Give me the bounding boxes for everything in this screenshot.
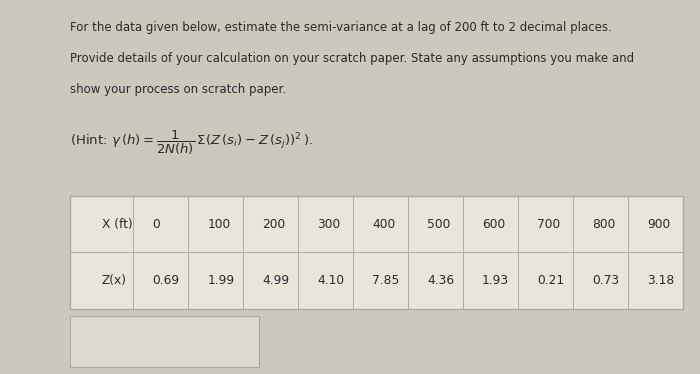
Text: 4.10: 4.10 xyxy=(317,274,344,287)
Text: 0: 0 xyxy=(152,218,160,231)
Text: 800: 800 xyxy=(592,218,615,231)
Text: 500: 500 xyxy=(427,218,450,231)
Text: 1.99: 1.99 xyxy=(207,274,234,287)
Text: 1.93: 1.93 xyxy=(482,274,509,287)
FancyBboxPatch shape xyxy=(70,196,682,309)
Text: For the data given below, estimate the semi-variance at a lag of 200 ft to 2 dec: For the data given below, estimate the s… xyxy=(70,21,612,34)
Text: 700: 700 xyxy=(537,218,560,231)
Text: Provide details of your calculation on your scratch paper. State any assumptions: Provide details of your calculation on y… xyxy=(70,52,634,65)
Text: 0.21: 0.21 xyxy=(537,274,564,287)
Text: 4.36: 4.36 xyxy=(427,274,454,287)
Text: 0.69: 0.69 xyxy=(152,274,179,287)
Text: 0.73: 0.73 xyxy=(592,274,619,287)
Text: (Hint: $\gamma\,(h) = \dfrac{1}{2N(h)}\,\Sigma(Z\,(s_i) - Z\,(s_j))^2\,$).: (Hint: $\gamma\,(h) = \dfrac{1}{2N(h)}\,… xyxy=(70,129,313,157)
Text: show your process on scratch paper.: show your process on scratch paper. xyxy=(70,83,286,96)
Text: X (ft): X (ft) xyxy=(102,218,132,231)
Text: 600: 600 xyxy=(482,218,505,231)
Text: 900: 900 xyxy=(647,218,670,231)
Text: 7.85: 7.85 xyxy=(372,274,400,287)
Text: 100: 100 xyxy=(207,218,230,231)
Text: Z(x): Z(x) xyxy=(102,274,127,287)
Text: 300: 300 xyxy=(317,218,340,231)
Text: 3.18: 3.18 xyxy=(647,274,674,287)
Text: 4.99: 4.99 xyxy=(262,274,289,287)
FancyBboxPatch shape xyxy=(70,316,259,367)
Text: 200: 200 xyxy=(262,218,286,231)
Text: 400: 400 xyxy=(372,218,396,231)
